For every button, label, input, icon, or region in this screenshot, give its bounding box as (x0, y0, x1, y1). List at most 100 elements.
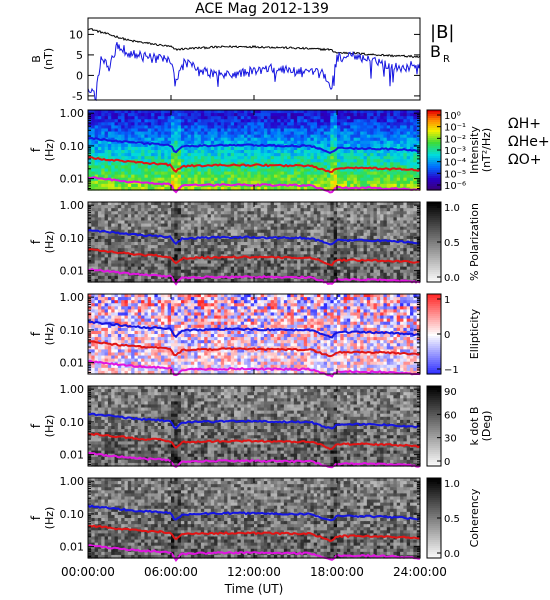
spectrogram-cell (187, 174, 192, 179)
spectrogram-cell (214, 251, 219, 255)
spectrogram-cell (167, 248, 172, 252)
spectrogram-cell (224, 180, 229, 185)
spectrogram-cell (327, 128, 331, 133)
spectrogram-cell (403, 171, 408, 176)
spectrogram-cell (240, 150, 245, 154)
spectrogram-cell (124, 143, 129, 148)
spectrogram-cell (164, 116, 169, 120)
spectrogram-cell (317, 122, 321, 126)
spectrogram-cell (217, 159, 222, 163)
gyrofrequency-line-h-plus (87, 136, 421, 154)
spectrogram-cell (224, 220, 229, 225)
spectrogram-cell (217, 202, 222, 206)
spectrogram-cell (207, 113, 212, 117)
spectrogram-cell (151, 232, 155, 237)
spectrogram-cell (200, 251, 205, 255)
spectrogram-cell (383, 153, 388, 157)
spectrogram-cell (313, 174, 318, 179)
spectrogram-cell (263, 146, 268, 151)
spectrogram-cell (313, 128, 318, 133)
spectrogram-cell (293, 131, 298, 136)
spectrogram-cell (310, 156, 315, 160)
spectrogram-cell (217, 223, 222, 228)
spectrogram-cell (144, 153, 149, 157)
spectrogram-cell (263, 177, 268, 182)
spectrogram-cell (187, 226, 192, 231)
spectrogram-cell (263, 125, 268, 130)
spectrogram-cell (250, 171, 255, 176)
spectrogram-cell (250, 260, 255, 265)
spectrogram-cell (220, 113, 225, 117)
spectrogram-cell (263, 266, 268, 271)
spectrogram-cell (127, 214, 132, 218)
spectrogram-cell (346, 110, 351, 114)
spectrogram-cell (230, 119, 235, 123)
spectrogram-cell (117, 131, 122, 136)
spectrogram-cell (161, 232, 165, 237)
spectrogram-cell (127, 171, 132, 176)
spectrogram-cell (237, 128, 242, 133)
spectrogram-cell (343, 131, 348, 136)
spectrogram-cell (111, 131, 116, 136)
spectrogram-cell (250, 116, 255, 120)
spectrogram-cell (200, 220, 205, 225)
spectrogram-cell (127, 202, 132, 206)
spectrogram-cell (313, 116, 318, 120)
spectrogram-cell (237, 260, 242, 265)
spectrogram-cell (200, 146, 205, 151)
spectrogram-cell (247, 260, 252, 265)
spectrogram-cell (224, 238, 229, 243)
spectrogram-cell (396, 134, 401, 139)
spectrogram-cell (171, 232, 175, 237)
spectrogram-cell (194, 140, 199, 145)
spectrogram-cell (250, 278, 255, 283)
spectrogram-cell (164, 266, 169, 271)
spectrogram-cell (137, 125, 142, 130)
spectrogram-cell (260, 146, 265, 151)
spectrogram-cell (131, 211, 136, 215)
spectrogram-cell (330, 159, 335, 163)
spectrogram-cell (197, 238, 202, 243)
spectrogram-cell (114, 220, 119, 225)
spectrogram-cell (234, 238, 238, 243)
spectrogram-cell (190, 162, 195, 166)
spectrogram-cell (227, 119, 232, 123)
spectrogram-cell (101, 217, 106, 222)
spectrogram-cell (240, 269, 245, 274)
spectrogram-cell (194, 217, 199, 222)
spectrogram-cell (167, 266, 172, 271)
spectrogram-cell (88, 165, 92, 170)
spectrogram-cell (107, 113, 112, 117)
spectrogram-cell (207, 180, 212, 185)
spectrogram-cell (234, 131, 238, 136)
spectrogram-cell (330, 165, 335, 170)
spectrogram-cell (171, 202, 175, 206)
spectrogram-cell (151, 113, 155, 117)
spectrogram-cell (353, 159, 358, 163)
spectrogram-cell (396, 177, 401, 182)
spectrogram-cell (247, 171, 252, 176)
spectrogram-cell (94, 260, 99, 265)
spectrogram-cell (187, 205, 192, 209)
spectrogram-cell (147, 186, 152, 191)
spectrogram-cell (131, 202, 136, 206)
spectrogram-cell (94, 208, 99, 212)
spectrogram-cell (217, 113, 222, 117)
spectrogram-cell (137, 251, 142, 255)
spectrogram-cell (250, 229, 255, 234)
spectrogram-cell (161, 275, 165, 280)
spectrogram-cell (121, 180, 126, 185)
spectrogram-cell (190, 242, 195, 246)
spectrogram-cell (307, 162, 312, 166)
spectrogram-cell (190, 113, 195, 117)
spectrogram-cell (240, 217, 245, 222)
spectrogram-cell (330, 180, 335, 185)
spectrogram-cell (177, 242, 182, 246)
spectrogram-cell (257, 269, 262, 274)
spectrogram-cell (240, 257, 245, 262)
spectrogram-cell (91, 272, 96, 277)
spectrogram-cell (161, 251, 165, 255)
spectrogram-cell (257, 153, 262, 157)
spectrogram-cell (91, 113, 96, 117)
spectrogram-cell (330, 153, 335, 157)
